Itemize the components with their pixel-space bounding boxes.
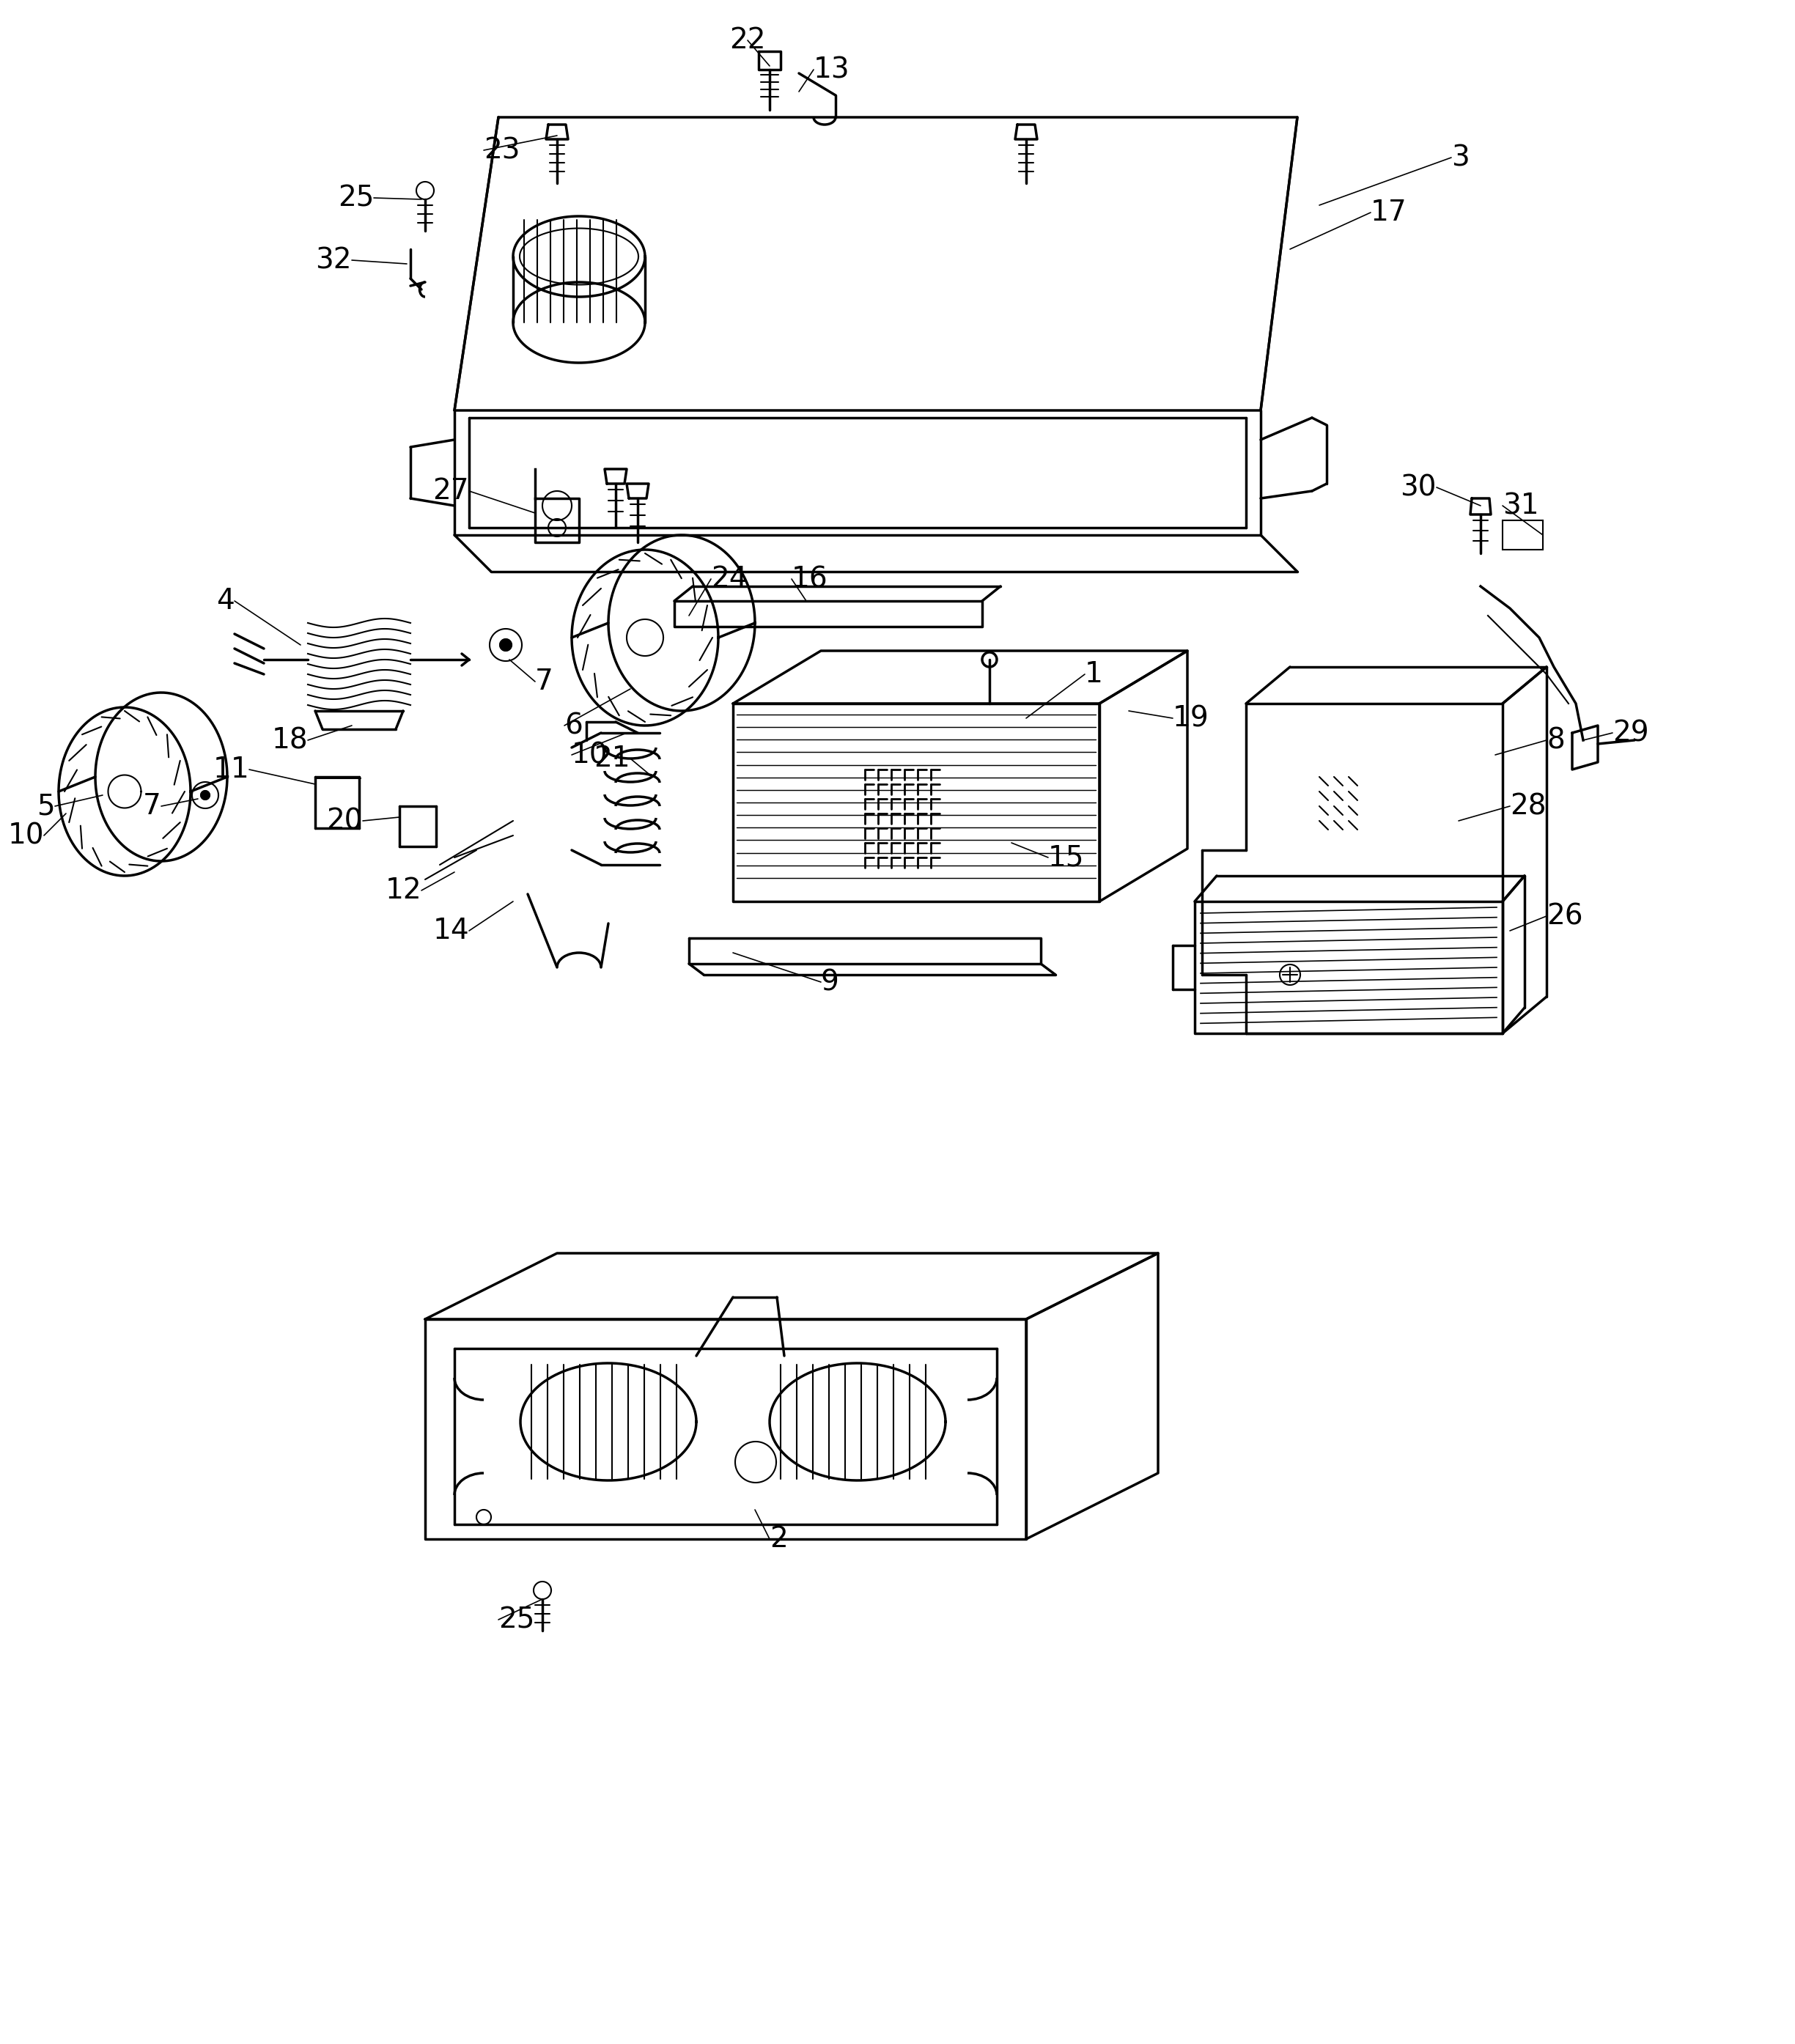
- Text: 20: 20: [327, 807, 363, 834]
- Text: 25: 25: [499, 1607, 535, 1633]
- Text: 3: 3: [1450, 143, 1470, 172]
- Text: 22: 22: [729, 27, 766, 55]
- Text: 16: 16: [792, 564, 827, 593]
- Text: 6: 6: [564, 711, 583, 740]
- Text: 17: 17: [1371, 198, 1407, 227]
- Text: 11: 11: [214, 756, 250, 783]
- Text: 10: 10: [7, 822, 43, 850]
- Text: 24: 24: [711, 564, 747, 593]
- Text: 9: 9: [820, 969, 838, 995]
- Text: 19: 19: [1172, 705, 1210, 732]
- Text: 29: 29: [1612, 719, 1650, 746]
- Polygon shape: [201, 791, 210, 799]
- Text: 2: 2: [770, 1525, 788, 1553]
- Text: 21: 21: [594, 744, 630, 773]
- Text: 26: 26: [1547, 901, 1583, 930]
- Text: 25: 25: [337, 184, 373, 213]
- Text: 13: 13: [813, 55, 851, 84]
- Text: 23: 23: [483, 137, 521, 164]
- Text: 14: 14: [433, 918, 468, 944]
- Text: 27: 27: [433, 476, 468, 505]
- Text: 7: 7: [535, 668, 553, 695]
- Text: 1: 1: [1084, 660, 1102, 689]
- Text: 28: 28: [1510, 793, 1545, 820]
- Text: 32: 32: [316, 245, 352, 274]
- Polygon shape: [499, 640, 512, 650]
- Text: 4: 4: [217, 587, 235, 615]
- Text: 8: 8: [1547, 726, 1565, 754]
- Text: 7: 7: [144, 793, 162, 820]
- Bar: [1502, 521, 1544, 550]
- Text: 30: 30: [1400, 474, 1436, 501]
- Text: 18: 18: [271, 726, 307, 754]
- Text: 12: 12: [386, 877, 422, 903]
- Text: 10: 10: [571, 740, 609, 769]
- Text: 15: 15: [1048, 844, 1084, 871]
- Text: 31: 31: [1502, 493, 1538, 519]
- Text: 5: 5: [38, 793, 56, 820]
